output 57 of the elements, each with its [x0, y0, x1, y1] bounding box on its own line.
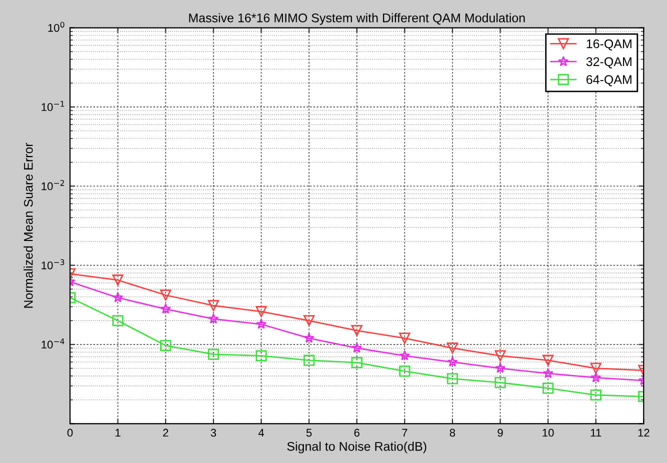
x-axis-title: Signal to Noise Ratio(dB)	[287, 442, 426, 454]
y-axis-title: Normalized Mean Suare Error	[24, 142, 33, 308]
x-tick-label: 8	[450, 428, 456, 437]
point	[446, 342, 458, 354]
point	[590, 362, 602, 374]
point	[208, 313, 219, 324]
point	[256, 318, 267, 329]
point	[399, 366, 410, 377]
point	[446, 373, 458, 384]
y-tick-label: 10$^{−1}$	[42, 100, 64, 112]
x-tick-label: 0	[67, 428, 73, 437]
point	[351, 324, 362, 336]
point	[303, 354, 315, 366]
point	[447, 356, 458, 367]
y-tick-label: 10$^{0}$	[48, 22, 64, 32]
legend-label: 64-QAM	[586, 75, 632, 86]
point	[494, 377, 506, 388]
point	[256, 350, 267, 362]
x-tick-label: 7	[402, 428, 408, 437]
x-tick-label: 9	[498, 428, 503, 437]
point	[590, 389, 602, 401]
y-tick-label: 10$^{−4}$	[42, 338, 64, 349]
x-tick-label: 1	[116, 428, 120, 437]
point	[351, 357, 362, 368]
point	[494, 362, 506, 373]
point	[208, 300, 219, 312]
point	[542, 354, 554, 366]
point	[399, 350, 410, 360]
legend-label: 16-QAM	[586, 39, 632, 50]
point	[112, 292, 124, 302]
legend-label: 32-QAM	[586, 57, 632, 68]
y-tick-label: 10$^{−2}$	[42, 180, 64, 190]
x-tick-label: 4	[258, 428, 264, 437]
point	[494, 350, 506, 362]
x-tick-label: 11	[590, 428, 602, 437]
point	[542, 382, 554, 394]
x-tick-label: 6	[354, 428, 360, 437]
x-tick-label: 2	[163, 428, 168, 437]
y-tick-label: 10$^{−3}$	[42, 259, 64, 270]
x-tick-label: 12	[638, 428, 650, 437]
point	[542, 368, 554, 378]
point	[160, 304, 171, 314]
x-tick-label: 10	[542, 428, 554, 437]
point	[160, 290, 172, 301]
point	[112, 274, 124, 286]
point	[112, 315, 124, 326]
point	[304, 332, 314, 343]
x-tick-label: 3	[210, 428, 216, 437]
x-tick-label: 5	[306, 428, 312, 437]
point	[352, 342, 362, 353]
point	[256, 306, 267, 318]
point	[590, 372, 602, 382]
point	[399, 332, 410, 344]
point	[303, 315, 315, 326]
point	[160, 340, 172, 352]
chart-title: Massive 16*16 MIMO System with Different QAM Modulation	[189, 13, 525, 25]
point	[208, 348, 219, 360]
